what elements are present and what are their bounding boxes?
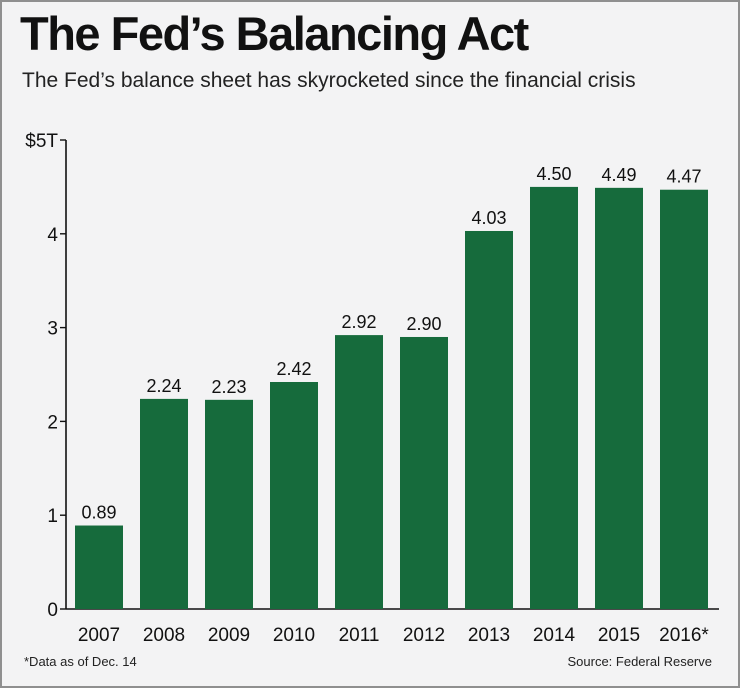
footnote: *Data as of Dec. 14 [24,654,137,669]
x-tick-label: 2010 [273,625,315,646]
bar-2016 [660,189,708,610]
data-labels: 0.89 2007 2.24 2008 2.23 2009 2.42 2010 2.92 2011… [78,164,710,646]
bar-2008 [140,398,188,609]
data-label: 4.47 [666,167,701,187]
y-tick-label: 3 [47,319,58,340]
x-tick-label: 2008 [143,625,185,646]
bar-2013 [465,230,513,609]
data-label: 4.49 [601,165,636,185]
x-tick-label: 2012 [403,625,445,646]
data-label: 2.23 [211,377,246,397]
y-tick-label: 1 [47,506,58,527]
bar-2007 [75,525,123,609]
data-label: 0.89 [81,503,116,523]
x-tick-label: 2014 [533,625,576,646]
data-label: 2.42 [276,359,311,379]
bar-2015 [595,187,643,609]
x-tick-label: 2016* [659,625,709,646]
data-label: 2.90 [406,314,441,334]
bar-2011 [335,335,383,609]
source-note: Source: Federal Reserve [567,654,712,669]
y-tick-label: 4 [47,225,58,246]
y-tick-label: 0 [47,600,58,621]
data-label: 4.50 [536,164,571,184]
x-tick-label: 2007 [78,625,120,646]
data-label: 2.24 [146,376,181,396]
y-tick-label: $5T [25,131,58,152]
bar-2010 [270,382,318,609]
x-tick-label: 2013 [468,625,510,646]
data-label: 2.92 [341,312,376,332]
chart-title: The Fed’s Balancing Act [20,7,529,60]
x-tick-label: 2009 [208,625,250,646]
x-tick-label: 2011 [339,625,380,646]
bar-2012 [400,336,448,609]
bars [75,186,708,610]
x-tick-label: 2015 [598,625,640,646]
chart-subtitle: The Fed’s balance sheet has skyrocketed … [22,69,636,92]
bar-2009 [205,399,253,609]
y-tick-label: 2 [47,412,58,433]
bar-2014 [530,186,578,609]
data-label: 4.03 [471,208,506,228]
